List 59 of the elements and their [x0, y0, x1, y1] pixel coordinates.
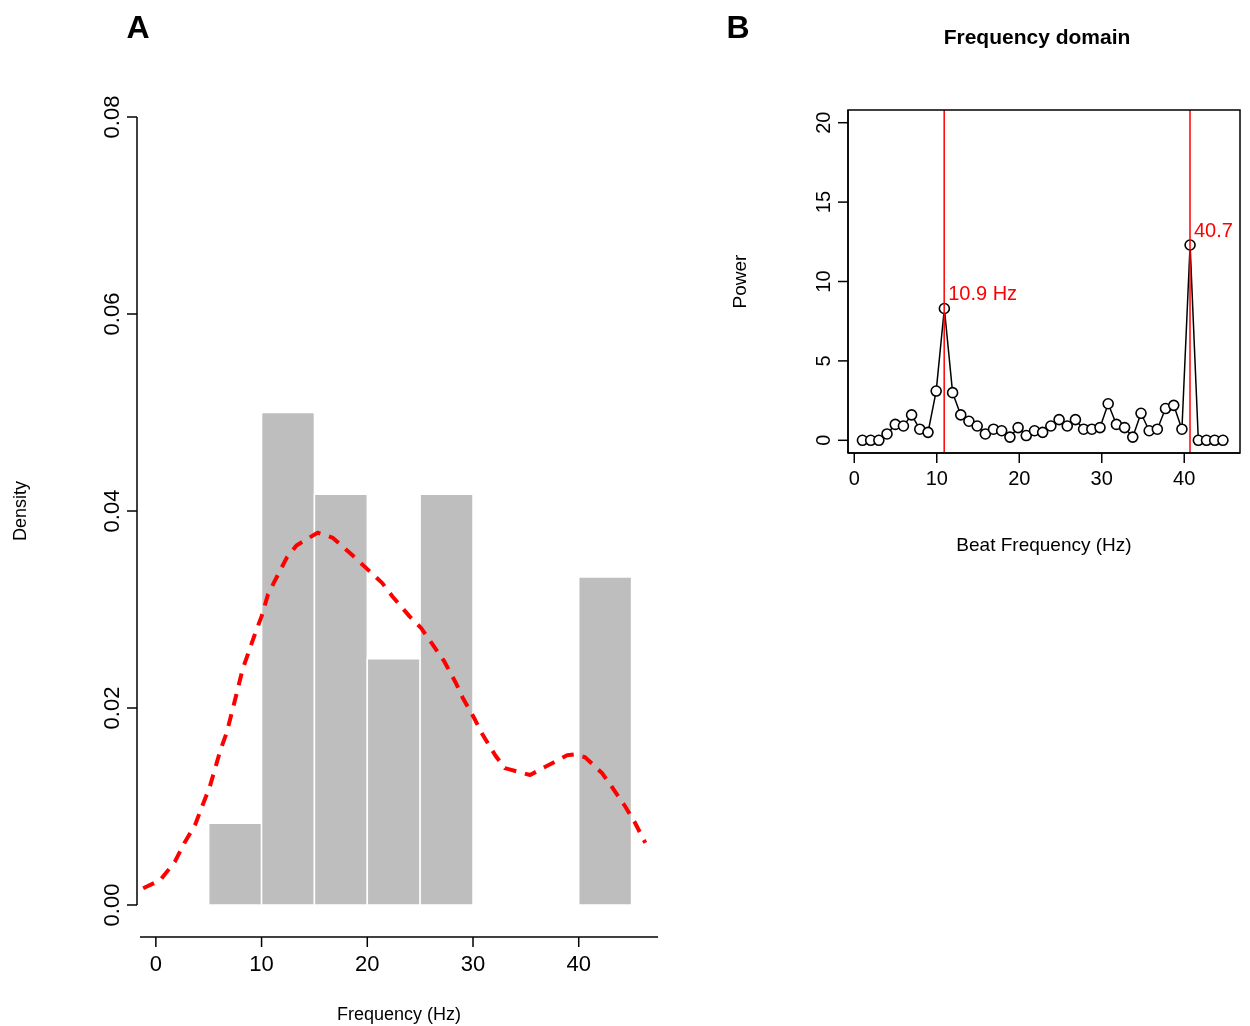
x-tick-label: 10 [249, 951, 274, 976]
point [1217, 434, 1229, 447]
point [946, 386, 959, 399]
point [1061, 420, 1074, 432]
x-tick-label: 0 [149, 951, 162, 976]
x-axis-title: Beat Frequency (Hz) [956, 534, 1132, 555]
point [1176, 423, 1188, 435]
point [995, 424, 1008, 437]
point [922, 426, 934, 439]
y-tick-label: 20 [812, 111, 834, 134]
text: A [126, 9, 150, 45]
point [1167, 399, 1180, 412]
y-tick-label: 10 [812, 270, 834, 293]
y-tick-label: 0 [812, 434, 834, 446]
y-tick-label: 5 [812, 355, 834, 367]
x-tick-label: 30 [1090, 467, 1113, 489]
y-tick-label: 0.02 [99, 686, 124, 730]
point [1036, 426, 1049, 439]
point [897, 420, 910, 432]
y-tick-label: 0.00 [99, 883, 124, 927]
point [1094, 421, 1106, 434]
x-tick-label: 40 [1173, 467, 1196, 489]
text: B [726, 9, 750, 45]
x-tick-label: 20 [355, 951, 380, 976]
y-tick-label: 0.06 [99, 292, 124, 336]
point [1053, 413, 1065, 426]
point [1045, 420, 1057, 432]
x-tick-label: 0 [848, 467, 860, 489]
point [1151, 423, 1164, 435]
point [971, 420, 983, 432]
x-tick-label: 40 [566, 951, 591, 976]
y-axis-title: Power [729, 253, 750, 309]
line-series [141, 530, 648, 891]
point [905, 409, 918, 421]
point [963, 415, 975, 428]
y-tick-label: 15 [812, 190, 834, 214]
point [1118, 421, 1131, 434]
ref-line-label: 10.9 Hz [948, 282, 1018, 305]
y-tick-label: 0.04 [99, 489, 124, 533]
point [930, 385, 942, 397]
point [873, 434, 885, 447]
point [881, 428, 893, 440]
point [1126, 431, 1139, 443]
point [954, 409, 967, 421]
y-axis-title: Density [10, 480, 30, 542]
x-tick-label: 30 [460, 951, 486, 976]
point [1020, 429, 1033, 442]
ref-line-label: 40.7 [1194, 218, 1233, 241]
point [1012, 421, 1024, 434]
y-tick-label: 0.08 [99, 95, 124, 139]
point [979, 428, 992, 440]
x-tick-label: 10 [925, 467, 948, 489]
x-tick-label: 20 [1008, 467, 1031, 489]
point [1102, 397, 1114, 410]
x-axis-title: Frequency (Hz) [336, 1004, 462, 1024]
point [1069, 413, 1082, 426]
point [1135, 407, 1147, 420]
chart-title: Frequency domain [943, 25, 1131, 48]
point [1004, 431, 1016, 443]
